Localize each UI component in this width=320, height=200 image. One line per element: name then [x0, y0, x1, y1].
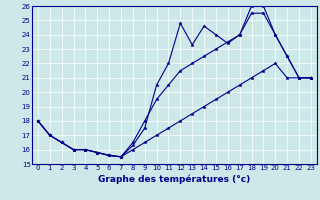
X-axis label: Graphe des températures (°c): Graphe des températures (°c) [98, 174, 251, 184]
